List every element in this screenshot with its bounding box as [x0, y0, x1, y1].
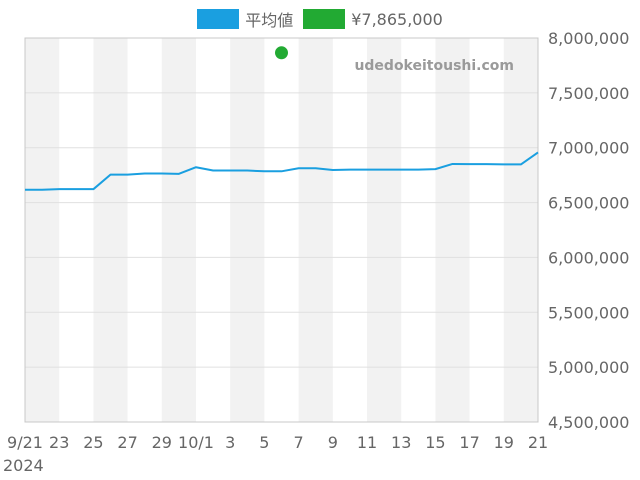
background-band [503, 38, 538, 422]
x-tick-label: 25 [83, 433, 103, 452]
x-tick-label: 13 [391, 433, 411, 452]
y-tick-label: 8,000,000 [548, 29, 629, 48]
weekend-bands [25, 38, 538, 422]
background-band [161, 38, 196, 422]
watermark: udedokeitoushi.com [354, 58, 514, 74]
x-tick-label: 5 [259, 433, 269, 452]
legend-swatch-average [197, 9, 240, 29]
x-tick-label: 23 [49, 433, 69, 452]
x-tick-label: 21 [528, 433, 548, 452]
y-tick-label: 5,000,000 [548, 358, 629, 377]
x-tick-label: 11 [357, 433, 377, 452]
legend-swatch-price [303, 9, 346, 29]
series-layer [25, 46, 539, 191]
y-tick-label: 6,500,000 [548, 194, 629, 213]
background-band [435, 38, 470, 422]
y-tick-label: 4,500,000 [548, 413, 629, 432]
y-tick-label: 7,000,000 [548, 139, 629, 158]
x-tick-label: 17 [459, 433, 479, 452]
series-line-average [25, 151, 539, 191]
y-axis: 4,500,000 5,000,000 5,500,000 6,000,000 6,50… [548, 29, 629, 432]
legend-item-average[interactable]: 平均値 [197, 7, 293, 31]
x-axis: 9/21 23 25 27 29 10/1 3 5 7 9 11 13 15 17 19 21 2024 [3, 433, 548, 475]
legend-label-average: 平均値 [245, 11, 294, 30]
y-tick-label: 6,000,000 [548, 248, 629, 267]
x-tick-label: 19 [494, 433, 514, 452]
background-band [93, 38, 128, 422]
x-tick-label: 9/21 [7, 433, 43, 452]
background-band [298, 38, 333, 422]
x-tick-label: 27 [117, 433, 137, 452]
x-year-label: 2024 [3, 456, 44, 475]
x-tick-label: 10/1 [178, 433, 214, 452]
y-tick-label: 7,500,000 [548, 84, 629, 103]
background-band [25, 38, 60, 422]
x-tick-label: 9 [328, 433, 338, 452]
data-point-price [275, 46, 288, 60]
x-tick-label: 29 [152, 433, 172, 452]
background-band [367, 38, 402, 422]
x-tick-label: 15 [425, 433, 445, 452]
legend-item-price[interactable]: ¥7,865,000 [303, 9, 443, 29]
x-tick-label: 3 [225, 433, 235, 452]
legend-label-price: ¥7,865,000 [351, 9, 443, 29]
legend: 平均値 ¥7,865,000 [0, 7, 640, 31]
background-band [230, 38, 265, 422]
y-tick-label: 5,500,000 [548, 303, 629, 322]
x-tick-label: 7 [294, 433, 304, 452]
plot-frame [24, 37, 539, 423]
